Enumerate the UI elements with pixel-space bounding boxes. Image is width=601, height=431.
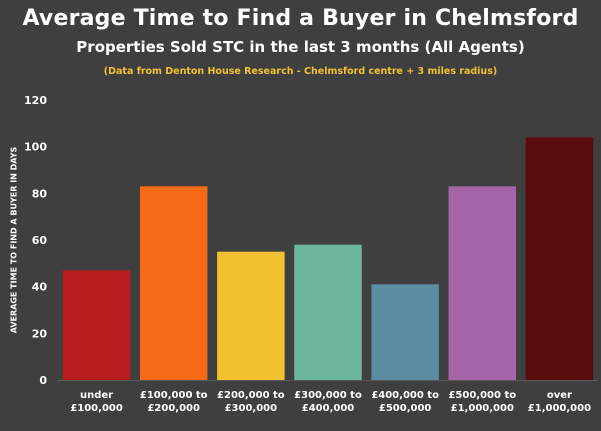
x-tick-label: £200,000 xyxy=(147,403,200,414)
x-tick-label: £400,000 to xyxy=(371,390,439,401)
y-tick-label: 60 xyxy=(32,234,48,247)
x-tick-label: £300,000 to xyxy=(294,390,362,401)
x-tick-label: £100,000 to xyxy=(140,390,208,401)
y-tick-label: 0 xyxy=(39,374,47,387)
bar xyxy=(62,270,131,380)
x-tick-label: under xyxy=(80,390,113,401)
chart-subtitle: Properties Sold STC in the last 3 months… xyxy=(76,38,525,56)
x-tick-label: £1,000,000 xyxy=(451,403,514,414)
y-tick-label: 40 xyxy=(32,281,48,294)
chart-title: Average Time to Find a Buyer in Chelmsfo… xyxy=(22,6,579,31)
y-tick-label: 100 xyxy=(24,141,47,154)
bar xyxy=(139,186,208,380)
y-tick-label: 20 xyxy=(32,327,48,340)
x-tick-label: £200,000 to xyxy=(217,390,285,401)
x-tick-label: over xyxy=(547,390,572,401)
x-tick-label: £400,000 xyxy=(302,403,355,414)
y-tick-label: 120 xyxy=(24,94,47,107)
x-tick-label: £100,000 xyxy=(70,403,123,414)
bar xyxy=(448,186,517,380)
bar xyxy=(525,137,594,380)
x-tick-label: £500,000 xyxy=(379,403,432,414)
chart-source-note: (Data from Denton House Research - Chelm… xyxy=(103,66,498,77)
bar xyxy=(371,284,439,380)
x-tick-label: £500,000 to xyxy=(448,390,516,401)
y-tick-label: 80 xyxy=(32,187,48,200)
x-tick-label: £300,000 xyxy=(225,403,278,414)
x-tick-label: £1,000,000 xyxy=(528,403,591,414)
bar xyxy=(294,244,362,380)
bar xyxy=(217,251,285,380)
